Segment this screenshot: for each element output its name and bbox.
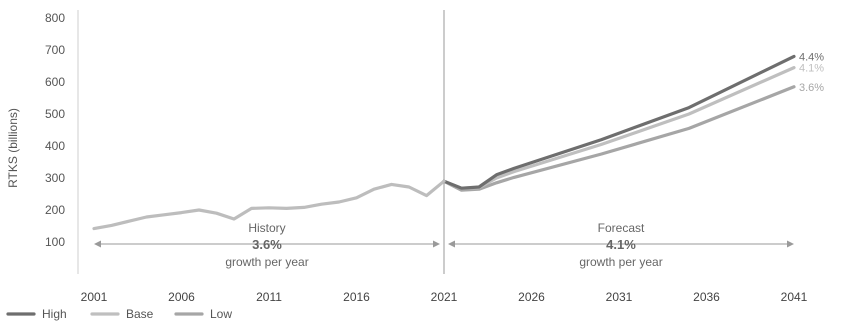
- x-tick-label: 2036: [693, 290, 720, 304]
- y-tick-label: 800: [45, 11, 65, 25]
- growth-label-high: 4.4%: [799, 51, 824, 63]
- y-tick-label: 300: [45, 171, 65, 185]
- annotations: History 3.6% growth per year Forecast 4.1% gr…: [94, 221, 794, 269]
- y-tick-label: 100: [45, 235, 65, 249]
- annotation-label: Forecast: [598, 221, 645, 235]
- growth-label-base: 4.1%: [799, 63, 824, 75]
- x-tick-label: 2011: [256, 290, 282, 304]
- y-tick-label: 400: [45, 139, 65, 153]
- annotation-rate: 3.6%: [252, 237, 282, 252]
- x-axis: 2001 2006 2011 2016 2021 2026 2031 2036 2041: [81, 290, 808, 304]
- annotation-rate: 4.1%: [606, 237, 636, 252]
- x-tick-label: 2006: [168, 290, 195, 304]
- legend-label-low: Low: [210, 307, 232, 321]
- series-line-high: [442, 54, 796, 190]
- series-line-low: [442, 85, 796, 192]
- arrow-right-icon: [433, 240, 440, 248]
- y-axis-label: RTKS (billions): [6, 108, 20, 188]
- x-tick-label: 2001: [81, 290, 108, 304]
- legend-label-high: High: [42, 307, 67, 321]
- annotation-note: growth per year: [579, 255, 662, 269]
- x-tick-label: 2016: [343, 290, 370, 304]
- legend-label-base: Base: [126, 307, 154, 321]
- series-line-history: [92, 179, 446, 231]
- y-tick-label: 700: [45, 43, 65, 57]
- annotation-label: History: [248, 221, 285, 235]
- arrow-left-icon: [94, 240, 101, 248]
- arrow-right-icon: [787, 240, 794, 248]
- x-tick-label: 2021: [431, 290, 458, 304]
- arrow-left-icon: [448, 240, 455, 248]
- y-axis: 100 200 300 400 500 600 700 800: [45, 10, 79, 274]
- series-lines: 3.6%4.1%4.4%: [92, 10, 824, 274]
- y-tick-label: 600: [45, 75, 65, 89]
- x-tick-label: 2031: [606, 290, 633, 304]
- y-tick-label: 500: [45, 107, 65, 121]
- y-tick-label: 200: [45, 203, 65, 217]
- series-line-base: [442, 65, 796, 190]
- growth-label-low: 3.6%: [799, 82, 824, 94]
- x-tick-label: 2026: [518, 290, 545, 304]
- legend: High Base Low: [6, 307, 232, 321]
- annotation-note: growth per year: [225, 255, 308, 269]
- x-tick-label: 2041: [781, 290, 808, 304]
